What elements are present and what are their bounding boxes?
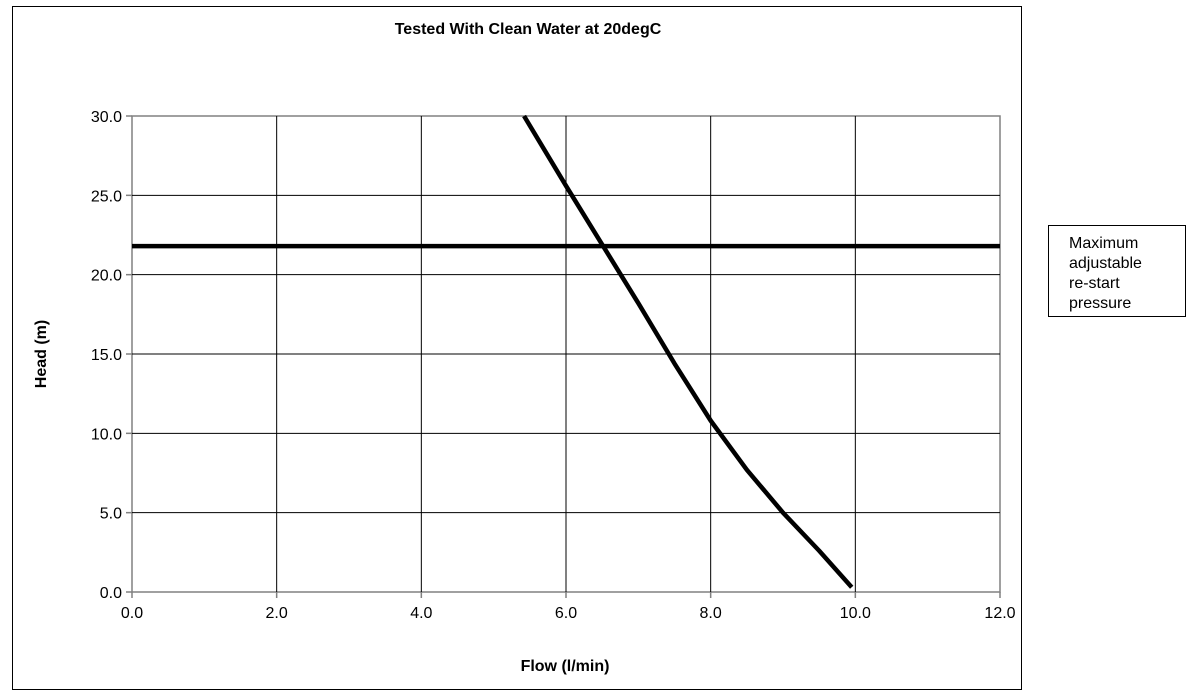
grid-lines [132, 116, 1000, 592]
legend-line-4: pressure [1069, 295, 1132, 312]
x-tick-label: 4.0 [410, 605, 432, 622]
y-tick-label: 15.0 [91, 347, 122, 364]
y-tick-label: 10.0 [91, 426, 122, 443]
x-tick-label: 8.0 [700, 605, 722, 622]
series-line-pump-curve [522, 114, 854, 589]
y-tick-labels: 0.0 5.0 10.0 15.0 20.0 25.0 30.0 [91, 109, 122, 602]
axis-ticks [126, 115, 1001, 598]
y-tick-label: 20.0 [91, 268, 122, 285]
x-tick-label: 2.0 [266, 605, 288, 622]
x-axis-title: Flow (l/min) [521, 658, 610, 675]
legend-box: Maximum adjustable re-start pressure [1048, 225, 1186, 317]
y-tick-label: 25.0 [91, 188, 122, 205]
chart-frame [12, 6, 1022, 690]
x-tick-label: 10.0 [840, 605, 871, 622]
x-tick-label: 0.0 [121, 605, 143, 622]
legend-line-2: adjustable [1069, 255, 1142, 272]
legend-line-3: re-start [1069, 275, 1120, 292]
y-tick-label: 5.0 [100, 506, 122, 523]
x-tick-label: 12.0 [984, 605, 1015, 622]
y-tick-label: 30.0 [91, 109, 122, 126]
y-tick-label: 0.0 [100, 585, 122, 602]
x-tick-labels: 0.0 2.0 4.0 6.0 8.0 10.0 12.0 [121, 605, 1016, 622]
x-tick-label: 6.0 [555, 605, 577, 622]
series-lines [132, 114, 1000, 589]
legend-line-1: Maximum [1069, 235, 1139, 252]
y-axis-title: Head (m) [33, 320, 50, 388]
chart-title: Tested With Clean Water at 20degC [395, 21, 662, 38]
